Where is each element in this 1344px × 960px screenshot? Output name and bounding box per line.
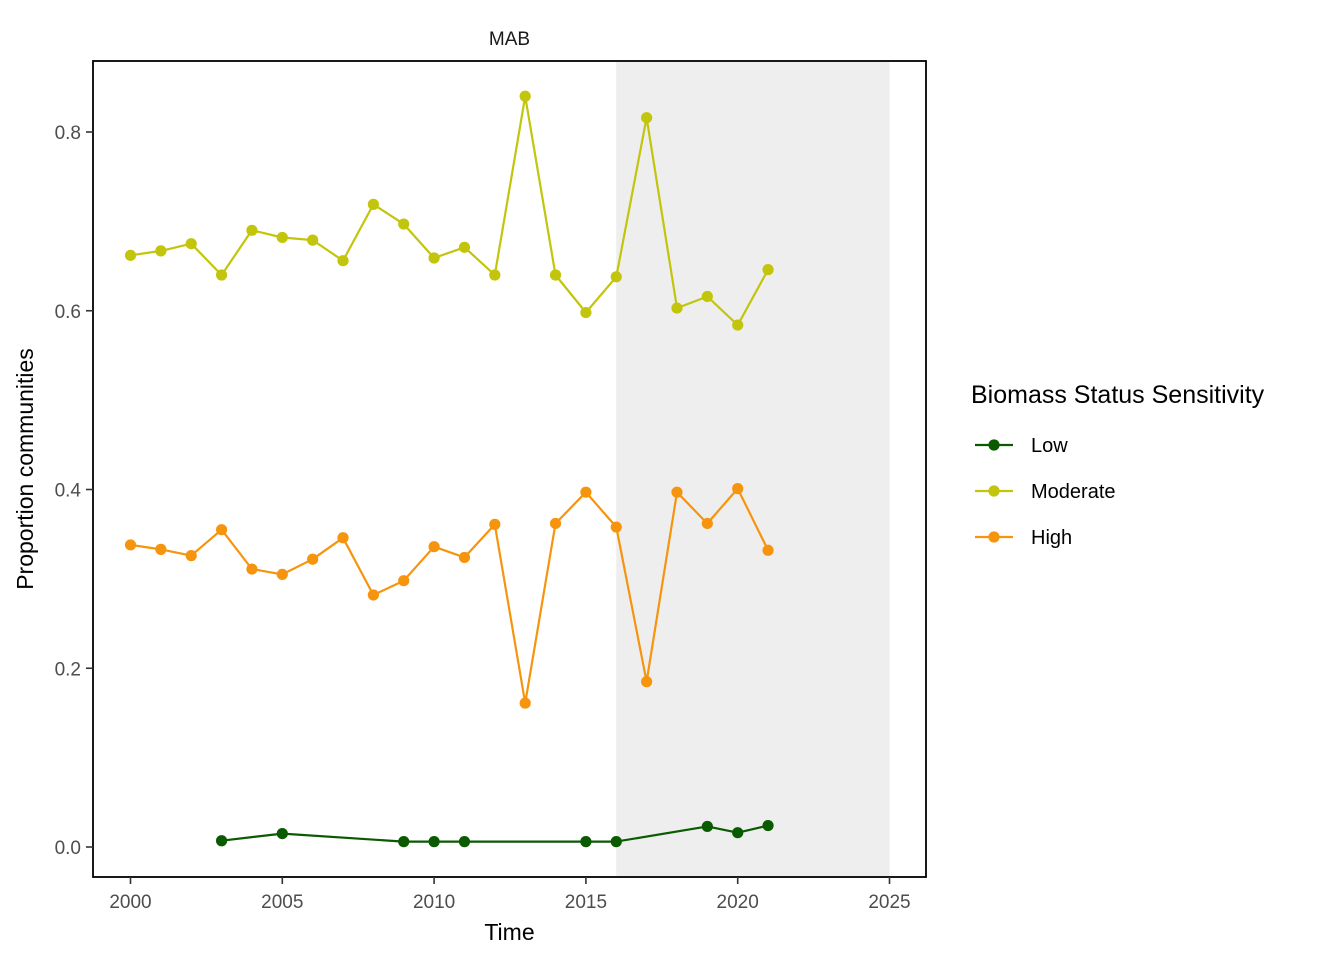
data-point-moderate-2000 <box>124 249 137 261</box>
legend-label-low: Low <box>1031 435 1068 457</box>
data-point-low-2021 <box>762 819 774 832</box>
x-tick-label-2000: 2000 <box>109 892 151 913</box>
data-point-high-2014 <box>549 517 562 530</box>
data-point-high-2018 <box>671 486 683 498</box>
data-point-moderate-2001 <box>155 245 167 257</box>
data-point-high-2016 <box>610 521 622 533</box>
data-point-moderate-2008 <box>367 198 379 210</box>
y-tick-label-1: 0.2 <box>55 659 81 680</box>
data-point-high-2002 <box>185 550 197 562</box>
legend-item-moderate: Moderate <box>975 481 1116 503</box>
legend-item-low: Low <box>975 435 1068 457</box>
data-point-high-2020 <box>732 483 744 495</box>
x-tick-label-2020: 2020 <box>717 892 759 913</box>
data-point-low-2011 <box>458 836 471 848</box>
y-tick-label-0: 0.0 <box>55 838 81 859</box>
data-point-low-2003 <box>215 835 228 847</box>
series-line-high <box>130 487 770 705</box>
y-tick-label-2: 0.4 <box>55 481 82 502</box>
x-axis-title: Time <box>484 919 534 945</box>
x-tick-label-2005: 2005 <box>261 892 303 913</box>
data-point-moderate-2007 <box>337 255 349 267</box>
series-line-low <box>221 824 769 843</box>
series-layer <box>124 90 774 848</box>
x-axis: 2000 2005 2010 2015 2020 2025 <box>109 877 911 913</box>
shaded-region <box>616 61 890 877</box>
shaded-region-layer <box>616 61 890 877</box>
data-point-moderate-2012 <box>489 269 501 281</box>
data-point-moderate-2016 <box>610 271 622 283</box>
x-tick-label-2010: 2010 <box>413 892 455 913</box>
data-point-high-2004 <box>246 563 258 575</box>
x-tick-label-2025: 2025 <box>868 892 910 913</box>
data-point-moderate-2013 <box>519 90 531 102</box>
data-point-moderate-2020 <box>732 319 744 331</box>
series-low <box>215 819 774 848</box>
data-point-high-2007 <box>337 532 349 544</box>
data-point-low-2020 <box>732 827 744 839</box>
data-point-high-2011 <box>458 551 471 564</box>
data-point-moderate-2017 <box>641 112 653 124</box>
legend-label-high: High <box>1031 527 1072 549</box>
legend-item-high: High <box>975 527 1072 549</box>
plot-panel-border <box>92 60 927 878</box>
legend-key-point-high <box>988 531 1000 543</box>
data-point-moderate-2010 <box>428 252 440 264</box>
data-point-high-2013 <box>519 697 531 709</box>
data-point-moderate-2004 <box>246 224 258 236</box>
y-axis: 0.0 0.2 0.4 0.6 0.8 <box>55 123 93 859</box>
x-tick-label-2015: 2015 <box>565 892 607 913</box>
data-point-moderate-2019 <box>701 290 713 303</box>
data-point-low-2019 <box>701 820 713 833</box>
data-point-high-2006 <box>307 553 319 565</box>
data-point-high-2008 <box>367 589 379 601</box>
data-point-high-2010 <box>428 541 440 553</box>
legend-label-moderate: Moderate <box>1031 481 1116 503</box>
y-tick-label-3: 0.6 <box>55 302 81 323</box>
data-point-high-2019 <box>701 517 713 530</box>
data-point-moderate-2011 <box>458 241 471 253</box>
data-point-moderate-2005 <box>276 231 288 244</box>
data-point-moderate-2009 <box>398 218 410 230</box>
data-point-low-2009 <box>398 836 410 848</box>
data-point-high-2012 <box>489 518 501 530</box>
legend-key-point-moderate <box>988 485 1000 497</box>
series-high <box>124 483 774 709</box>
data-point-moderate-2015 <box>580 306 592 319</box>
series-line-moderate <box>130 95 770 327</box>
data-point-moderate-2014 <box>549 269 562 281</box>
data-point-low-2005 <box>276 827 288 840</box>
data-point-high-2005 <box>276 568 288 581</box>
legend: Biomass Status Sensitivity Low Moderate Hi… <box>971 381 1265 549</box>
legend-key-point-low <box>988 439 1000 451</box>
data-point-high-2001 <box>155 543 167 555</box>
data-point-high-2017 <box>641 676 653 688</box>
data-point-high-2009 <box>398 575 410 587</box>
data-point-high-2000 <box>124 539 137 551</box>
data-point-high-2003 <box>215 524 228 536</box>
data-point-low-2016 <box>610 836 622 848</box>
y-tick-label-4: 0.8 <box>55 123 81 144</box>
data-point-moderate-2002 <box>185 238 197 250</box>
data-point-low-2010 <box>428 836 440 848</box>
data-point-low-2015 <box>580 836 592 848</box>
data-point-moderate-2018 <box>671 302 683 314</box>
y-axis-title: Proportion communities <box>12 348 38 590</box>
data-point-moderate-2021 <box>762 264 774 276</box>
data-point-moderate-2006 <box>307 234 319 246</box>
data-point-high-2015 <box>580 486 592 498</box>
legend-title: Biomass Status Sensitivity <box>971 381 1265 409</box>
panel-title: MAB <box>489 29 530 50</box>
data-point-moderate-2003 <box>215 269 228 281</box>
series-moderate <box>124 90 774 331</box>
data-point-high-2021 <box>762 544 774 556</box>
